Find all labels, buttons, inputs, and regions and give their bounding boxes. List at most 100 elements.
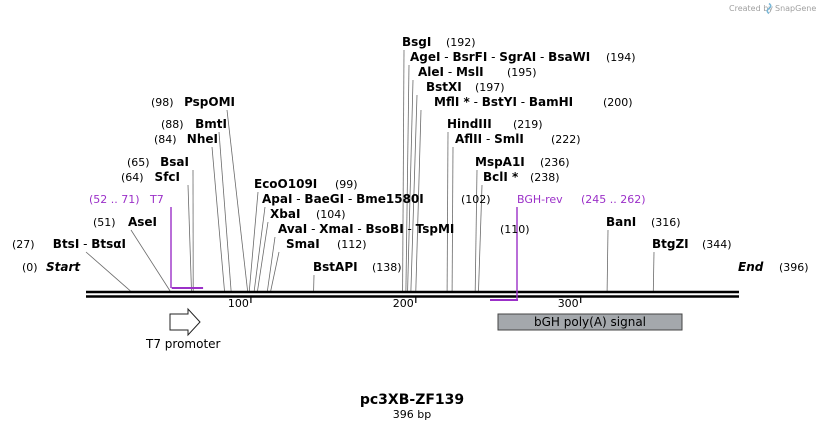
site-ecoo109i[interactable]: (99) EcoO109I <box>254 177 358 191</box>
credit-brand: SnapGene <box>775 4 816 13</box>
bgh-polya-label: bGH poly(A) signal <box>534 315 646 329</box>
site-bani[interactable]: (316) BanI <box>606 215 681 229</box>
site-bsai-names: BsaI <box>160 155 189 169</box>
site-alei[interactable]: (195) AleI - MslI <box>418 65 537 79</box>
label-separator: - <box>440 50 452 64</box>
enzyme-smai: SmaI <box>286 237 320 251</box>
site-xbai-leader <box>257 221 269 292</box>
site-agei-leader <box>405 64 410 292</box>
site-btgzi-names: BtgZI <box>652 237 689 251</box>
credit-prefix: Created by <box>729 4 773 13</box>
enzyme-alei: AleI <box>418 65 444 79</box>
site-agei[interactable]: (194) AgeI - BsrFI - SgrAI - BsaWI <box>410 50 636 64</box>
enzyme-bsrfi: BsrFI <box>452 50 487 64</box>
site-mfli[interactable]: (200) MflI * - BstYI - BamHI <box>434 95 633 109</box>
enzyme-asei: AseI <box>128 215 157 229</box>
site-bmti-names: BmtI <box>195 117 227 131</box>
site-nhei[interactable]: (84) NheI <box>154 132 218 146</box>
feature-bgh-rev-range: (245 .. 262) <box>581 193 646 206</box>
label-separator: - <box>354 222 366 236</box>
site-nhei-names: NheI <box>187 132 218 146</box>
label-separator: - <box>470 95 482 109</box>
enzyme-nhei: NheI <box>187 132 218 146</box>
site-bmti-position: (88) <box>161 118 184 131</box>
start-position: (0) <box>22 261 38 274</box>
enzyme-bamhi: BamHI <box>529 95 573 109</box>
site-asei-position: (51) <box>93 216 116 229</box>
plasmid-length: 396 bp <box>393 408 431 421</box>
site-aflii-names: AflII - SmlI <box>455 132 524 146</box>
site-sfci-leader <box>187 184 192 292</box>
label-separator: - <box>536 50 548 64</box>
site-sfci-names: SfcI <box>155 170 180 184</box>
site-bstxi-position: (197) <box>475 81 505 94</box>
enzyme-xbai: XbaI <box>270 207 300 221</box>
enzyme-avai: AvaI <box>278 222 307 236</box>
enzyme-pspomi: PspOMI <box>184 95 235 109</box>
site-asei-names: AseI <box>128 215 157 229</box>
site-bcli-leader <box>478 184 483 292</box>
site-hindiii[interactable]: (219) HindIII <box>447 117 543 131</box>
site-nhei-position: (84) <box>154 133 177 146</box>
site-bsgi[interactable]: (192) BsgI <box>402 35 476 49</box>
site-apai-position: (102) <box>461 193 491 206</box>
site-nhei-leader <box>211 146 225 292</box>
site-bsai[interactable]: (65) BsaI <box>127 155 189 169</box>
enzyme-mspa1i: MspA1I <box>475 155 525 169</box>
enzyme-apai: ApaI <box>262 192 292 206</box>
site-xbai[interactable]: (104) XbaI <box>270 207 346 221</box>
t7-promoter-feature[interactable]: T7 promoter <box>145 307 221 351</box>
site-bmti[interactable]: (88) BmtI <box>161 117 227 131</box>
tick-label-200: 200 <box>393 297 414 310</box>
bgh-polya-box <box>497 313 683 331</box>
site-asei[interactable]: (51) AseI <box>93 215 157 229</box>
site-pspomi[interactable]: (98) PspOMI <box>151 95 235 109</box>
site-sfci[interactable]: (64) SfcI <box>121 170 180 184</box>
site-agei-names: AgeI - BsrFI - SgrAI - BsaWI <box>410 50 590 64</box>
site-btgzi[interactable]: (344) BtgZI <box>652 237 732 251</box>
feature-bgh-rev[interactable]: (245 .. 262) BGH-rev <box>490 193 646 301</box>
enzyme-bcli: BclI * <box>483 170 519 184</box>
site-btsi-leader <box>85 251 131 292</box>
site-mspa1i[interactable]: (236) MspA1I <box>475 155 570 169</box>
site-bcli-position: (238) <box>530 171 560 184</box>
label-separator: - <box>292 192 304 206</box>
site-btsi[interactable]: (27) BtsI - BtsαI <box>12 237 126 251</box>
site-smai[interactable]: (112) SmaI <box>286 237 367 251</box>
enzyme-ecoo109i: EcoO109I <box>254 177 317 191</box>
site-bani-position: (316) <box>651 216 681 229</box>
enzyme-hindiii: HindIII <box>447 117 492 131</box>
site-aflii-position: (222) <box>551 133 581 146</box>
label-separator: - <box>487 50 499 64</box>
bgh-polya-feature[interactable]: bGH poly(A) signal <box>497 313 683 331</box>
site-agei-position: (194) <box>606 51 636 64</box>
snapgene-logo-icon <box>766 2 772 15</box>
plasmid-name: pc3XB-ZF139 <box>360 392 464 408</box>
site-sfci-position: (64) <box>121 171 144 184</box>
label-separator: - <box>444 65 456 79</box>
ruler-ticks: 100 200 300 <box>228 297 582 310</box>
site-bsgi-names: BsgI <box>402 35 431 49</box>
label-separator: - <box>307 222 319 236</box>
site-bcli-names: BclI * <box>483 170 519 184</box>
site-ecoo109i-leader <box>248 191 259 292</box>
site-avai[interactable]: (110) AvaI - XmaI - BsoBI - TspMI <box>278 222 530 236</box>
dna-backbone <box>86 290 739 298</box>
feature-t7[interactable]: (52 .. 71) T7 <box>89 193 204 289</box>
site-avai-position: (110) <box>500 223 530 236</box>
site-aflii[interactable]: (222) AflII - SmlI <box>455 132 581 146</box>
site-bcli[interactable]: (238) BclI * <box>483 170 560 184</box>
site-btsi-names: BtsI - BtsαI <box>53 237 126 251</box>
feature-t7-label: T7 <box>149 193 164 206</box>
site-bmti-leader <box>218 131 232 292</box>
site-alei-names: AleI - MslI <box>418 65 484 79</box>
site-mspa1i-leader <box>474 169 478 292</box>
enzyme-smli: SmlI <box>494 132 524 146</box>
enzyme-xmai: XmaI <box>319 222 353 236</box>
site-bstapi[interactable]: (138) BstAPI <box>313 260 402 274</box>
site-apai-leader <box>253 206 266 292</box>
site-apai[interactable]: (102) ApaI - BaeGI - Bme1580I <box>262 192 491 206</box>
site-bstxi[interactable]: (197) BstXI <box>426 80 505 94</box>
enzyme-bts-i: BtsαI <box>91 237 126 251</box>
